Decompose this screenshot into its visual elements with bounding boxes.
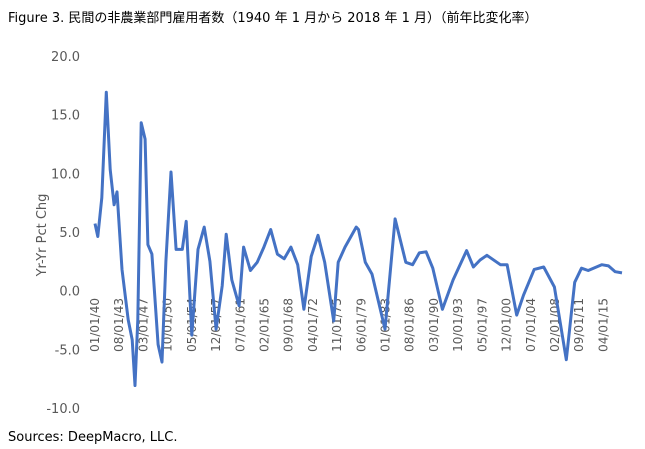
- x-tick-label: 02/01/65: [257, 298, 271, 352]
- x-tick-label: 05/01/97: [475, 298, 489, 352]
- x-tick-label: 07/01/61: [233, 298, 247, 352]
- x-tick-label: 08/01/86: [403, 298, 417, 352]
- x-tick-label: 09/01/68: [282, 298, 296, 352]
- y-tick-label: 0.0: [59, 285, 80, 300]
- x-tick-label: 03/01/47: [136, 298, 150, 352]
- x-tick-label: 06/01/79: [354, 298, 368, 352]
- y-tick-label: 10.0: [51, 167, 80, 182]
- x-tick-label: 04/01/15: [596, 298, 610, 352]
- y-tick-label: -5.0: [55, 343, 80, 358]
- y-tick-label: 5.0: [59, 226, 80, 241]
- y-tick-label: 15.0: [51, 109, 80, 124]
- x-tick-label: 12/01/00: [500, 298, 514, 352]
- x-tick-label: 01/01/40: [88, 298, 102, 352]
- chart-title: Figure 3. 民間の非農業部門雇用者数（1940 年 1 月から 2018…: [8, 10, 538, 26]
- x-tick-label: 10/01/93: [451, 298, 465, 352]
- x-tick-label: 07/01/04: [524, 298, 538, 352]
- source: Sources: DeepMacro, LLC.: [8, 430, 178, 445]
- x-tick-label: 08/01/43: [112, 298, 126, 352]
- y-tick-label: 20.0: [51, 50, 80, 65]
- x-tick-label: 04/01/72: [306, 298, 320, 352]
- x-tick-label: 09/01/11: [572, 298, 586, 352]
- y-tick-label: -10.0: [46, 402, 80, 417]
- x-tick-label: 03/01/90: [427, 298, 441, 352]
- data-line: [93, 90, 623, 387]
- y-axis-label: Yr-Yr Pct Chg: [35, 194, 50, 278]
